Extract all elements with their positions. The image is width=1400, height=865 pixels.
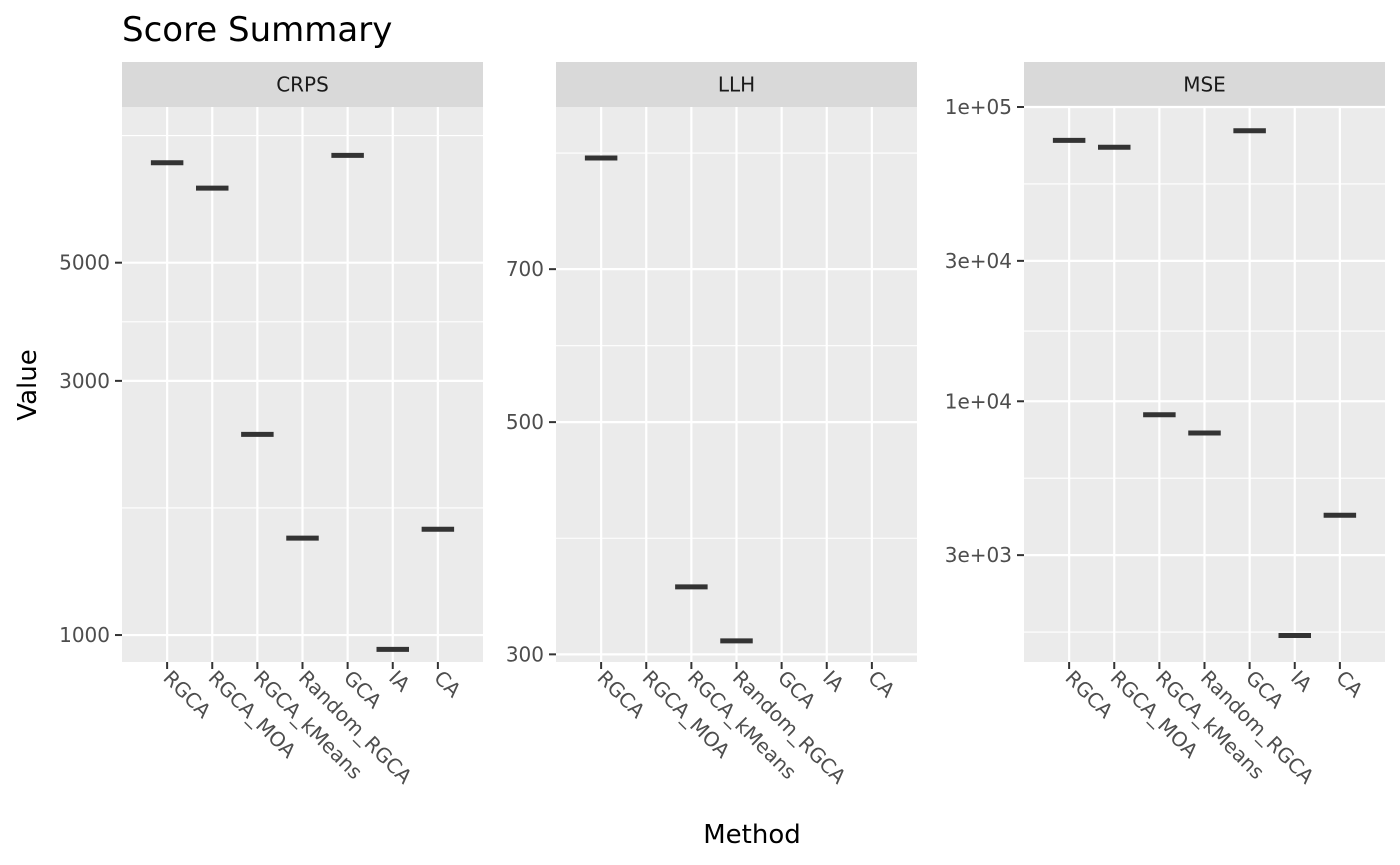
facet-strip-label: LLH — [718, 73, 755, 97]
facet-panel-llh: LLH300500700RGCARGCA_MOARGCA_kMeansRando… — [506, 62, 917, 789]
y-tick-label: 1000 — [59, 623, 110, 647]
facet-panel-mse: MSE3e+031e+043e+041e+05RGCARGCA_MOARGCA_… — [945, 62, 1385, 789]
y-tick-label: 3e+03 — [945, 543, 1012, 567]
y-tick-label: 300 — [506, 642, 544, 666]
x-tick-label: RGCA — [593, 666, 651, 724]
facet-strip — [556, 62, 917, 107]
x-tick-label: RGCA — [159, 666, 217, 724]
facet-panel-crps: CRPS100030005000RGCARGCA_MOARGCA_kMeansR… — [59, 62, 483, 789]
x-tick-label: IA — [818, 666, 849, 697]
x-tick-label: CA — [429, 666, 466, 703]
y-tick-label: 500 — [506, 410, 544, 434]
facet-strip — [122, 62, 483, 107]
x-axis-title: Method — [703, 820, 801, 850]
y-tick-label: 3e+04 — [945, 249, 1012, 273]
facet-strip — [1024, 62, 1385, 107]
facet-strip-label: CRPS — [276, 73, 329, 97]
x-tick-label: CA — [1331, 666, 1368, 703]
x-tick-label: CA — [863, 666, 900, 703]
y-tick-label: 5000 — [59, 251, 110, 275]
y-axis-title: Value — [13, 349, 43, 420]
y-tick-label: 700 — [506, 257, 544, 281]
y-tick-label: 3000 — [59, 369, 110, 393]
y-tick-label: 1e+04 — [945, 389, 1012, 413]
y-tick-label: 1e+05 — [945, 95, 1012, 119]
x-tick-label: IA — [1286, 666, 1317, 697]
facet-strip-label: MSE — [1183, 73, 1226, 97]
x-tick-label: RGCA — [1061, 666, 1119, 724]
chart-title: Score Summary — [122, 10, 392, 50]
x-tick-label: IA — [384, 666, 415, 697]
facet-panels: CRPS100030005000RGCARGCA_MOARGCA_kMeansR… — [59, 62, 1385, 789]
